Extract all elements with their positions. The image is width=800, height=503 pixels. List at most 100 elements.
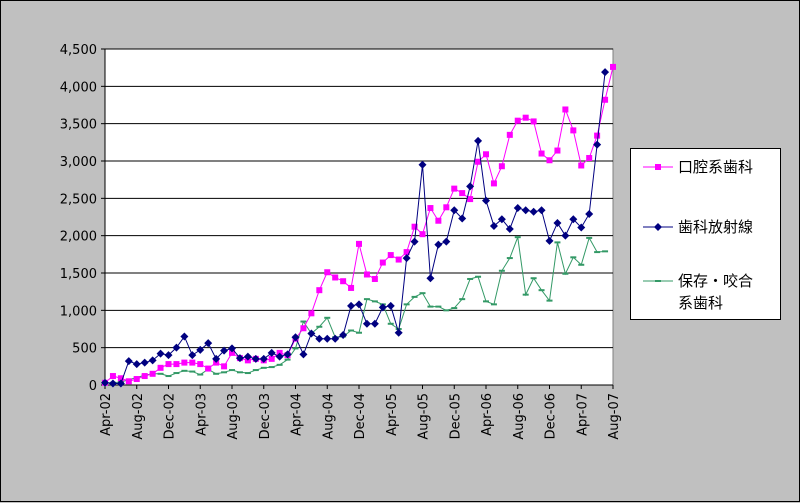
data-point-0-38 [403, 249, 410, 256]
data-point-1-2 [116, 379, 125, 388]
data-point-0-25 [300, 325, 307, 332]
data-point-0-59 [570, 127, 577, 134]
data-point-1-42 [434, 240, 443, 249]
data-point-0-5 [141, 373, 148, 380]
data-point-0-57 [554, 147, 561, 154]
data-point-1-11 [188, 351, 197, 360]
data-point-0-6 [149, 370, 156, 377]
data-point-1-63 [601, 68, 610, 77]
y-tick-label: 500 [72, 342, 97, 357]
data-point-1-50 [497, 215, 506, 224]
data-point-1-18 [243, 352, 252, 361]
data-point-0-16 [229, 349, 235, 356]
data-point-1-41 [426, 274, 435, 283]
data-point-0-51 [506, 131, 513, 138]
data-point-0-34 [371, 275, 378, 282]
x-tick-label: Aug-02 [131, 393, 146, 440]
x-tick-label: Apr-06 [480, 393, 495, 436]
data-point-1-10 [180, 332, 189, 341]
data-point-0-32 [356, 240, 362, 247]
data-point-0-10 [181, 359, 188, 366]
data-point-1-29 [331, 334, 340, 343]
data-point-1-27 [315, 334, 324, 343]
data-point-1-32 [355, 300, 363, 309]
data-point-0-12 [197, 361, 204, 368]
data-point-1-24 [291, 333, 300, 342]
data-point-0-37 [395, 256, 402, 263]
data-point-0-30 [340, 278, 347, 285]
data-point-0-39 [411, 223, 418, 230]
legend-swatch-radiology [643, 223, 673, 231]
data-point-0-3 [125, 378, 132, 385]
data-point-0-35 [379, 259, 386, 266]
data-point-0-55 [538, 150, 545, 157]
legend: 口腔系歯科 歯科放射線 保存・咬合 系歯科 [630, 148, 781, 320]
data-point-1-26 [307, 329, 316, 338]
x-tick-label: Apr-03 [194, 393, 209, 436]
data-point-0-31 [348, 284, 355, 291]
data-point-1-12 [196, 345, 205, 354]
data-point-0-62 [594, 132, 601, 139]
x-tick-label: Apr-07 [575, 393, 590, 436]
legend-label-conservative-line2: 系歯科 [678, 294, 724, 312]
x-tick-label: Dec-06 [544, 393, 559, 439]
data-point-1-23 [283, 350, 292, 359]
data-point-0-44 [451, 185, 458, 192]
data-point-1-13 [204, 339, 213, 348]
data-point-0-9 [173, 361, 180, 368]
data-point-1-61 [585, 210, 594, 219]
data-point-1-56 [545, 236, 554, 245]
data-point-1-51 [505, 224, 514, 233]
data-point-1-31 [347, 301, 356, 310]
data-point-0-46 [467, 196, 474, 203]
data-point-1-38 [402, 254, 411, 263]
y-tick-label: 4,500 [60, 43, 97, 58]
data-point-1-20 [259, 354, 268, 363]
x-tick-label: Aug-06 [512, 393, 527, 440]
data-point-0-13 [205, 365, 212, 372]
y-tick-label: 1,000 [60, 304, 97, 319]
data-point-0-15 [221, 363, 228, 370]
data-point-0-64 [610, 63, 616, 70]
data-point-1-39 [410, 237, 419, 246]
y-tick-label: 3,000 [60, 155, 97, 170]
data-point-0-40 [419, 231, 426, 238]
data-point-0-50 [498, 163, 505, 170]
legend-swatch-oral [643, 164, 673, 170]
data-point-0-36 [387, 252, 394, 259]
x-tick-label: Apr-05 [385, 393, 400, 436]
x-tick-label: Dec-05 [448, 393, 463, 439]
data-point-0-56 [546, 157, 553, 164]
data-point-0-58 [562, 106, 569, 113]
data-point-1-44 [450, 206, 459, 215]
data-point-0-26 [308, 310, 315, 317]
data-point-1-53 [521, 206, 530, 215]
data-point-1-21 [267, 348, 276, 357]
data-point-1-14 [212, 354, 221, 363]
data-point-1-22 [275, 352, 284, 361]
data-point-0-2 [117, 375, 124, 382]
data-point-0-47 [475, 158, 482, 165]
data-point-1-52 [513, 204, 522, 213]
data-point-1-48 [482, 196, 490, 205]
legend-label-conservative-line1: 保存・咬合 [678, 272, 754, 290]
data-point-0-21 [268, 355, 275, 362]
data-point-1-1 [108, 379, 117, 388]
data-point-1-62 [593, 140, 602, 149]
x-tick-label: Apr-02 [99, 393, 114, 436]
data-point-0-61 [586, 155, 593, 162]
data-point-0-1 [109, 373, 116, 380]
data-point-1-60 [577, 223, 586, 232]
data-point-1-19 [251, 354, 260, 363]
data-point-1-36 [386, 301, 395, 310]
data-point-1-25 [299, 350, 308, 359]
data-point-1-16 [228, 344, 236, 353]
y-tick-label: 2,500 [60, 192, 97, 207]
legend-label-radiology: 歯科放射線 [678, 218, 754, 236]
legend-swatch-marker [654, 223, 662, 231]
data-point-0-45 [459, 190, 466, 197]
data-point-1-35 [378, 303, 387, 312]
data-point-0-48 [483, 151, 489, 158]
data-point-1-59 [569, 215, 578, 224]
